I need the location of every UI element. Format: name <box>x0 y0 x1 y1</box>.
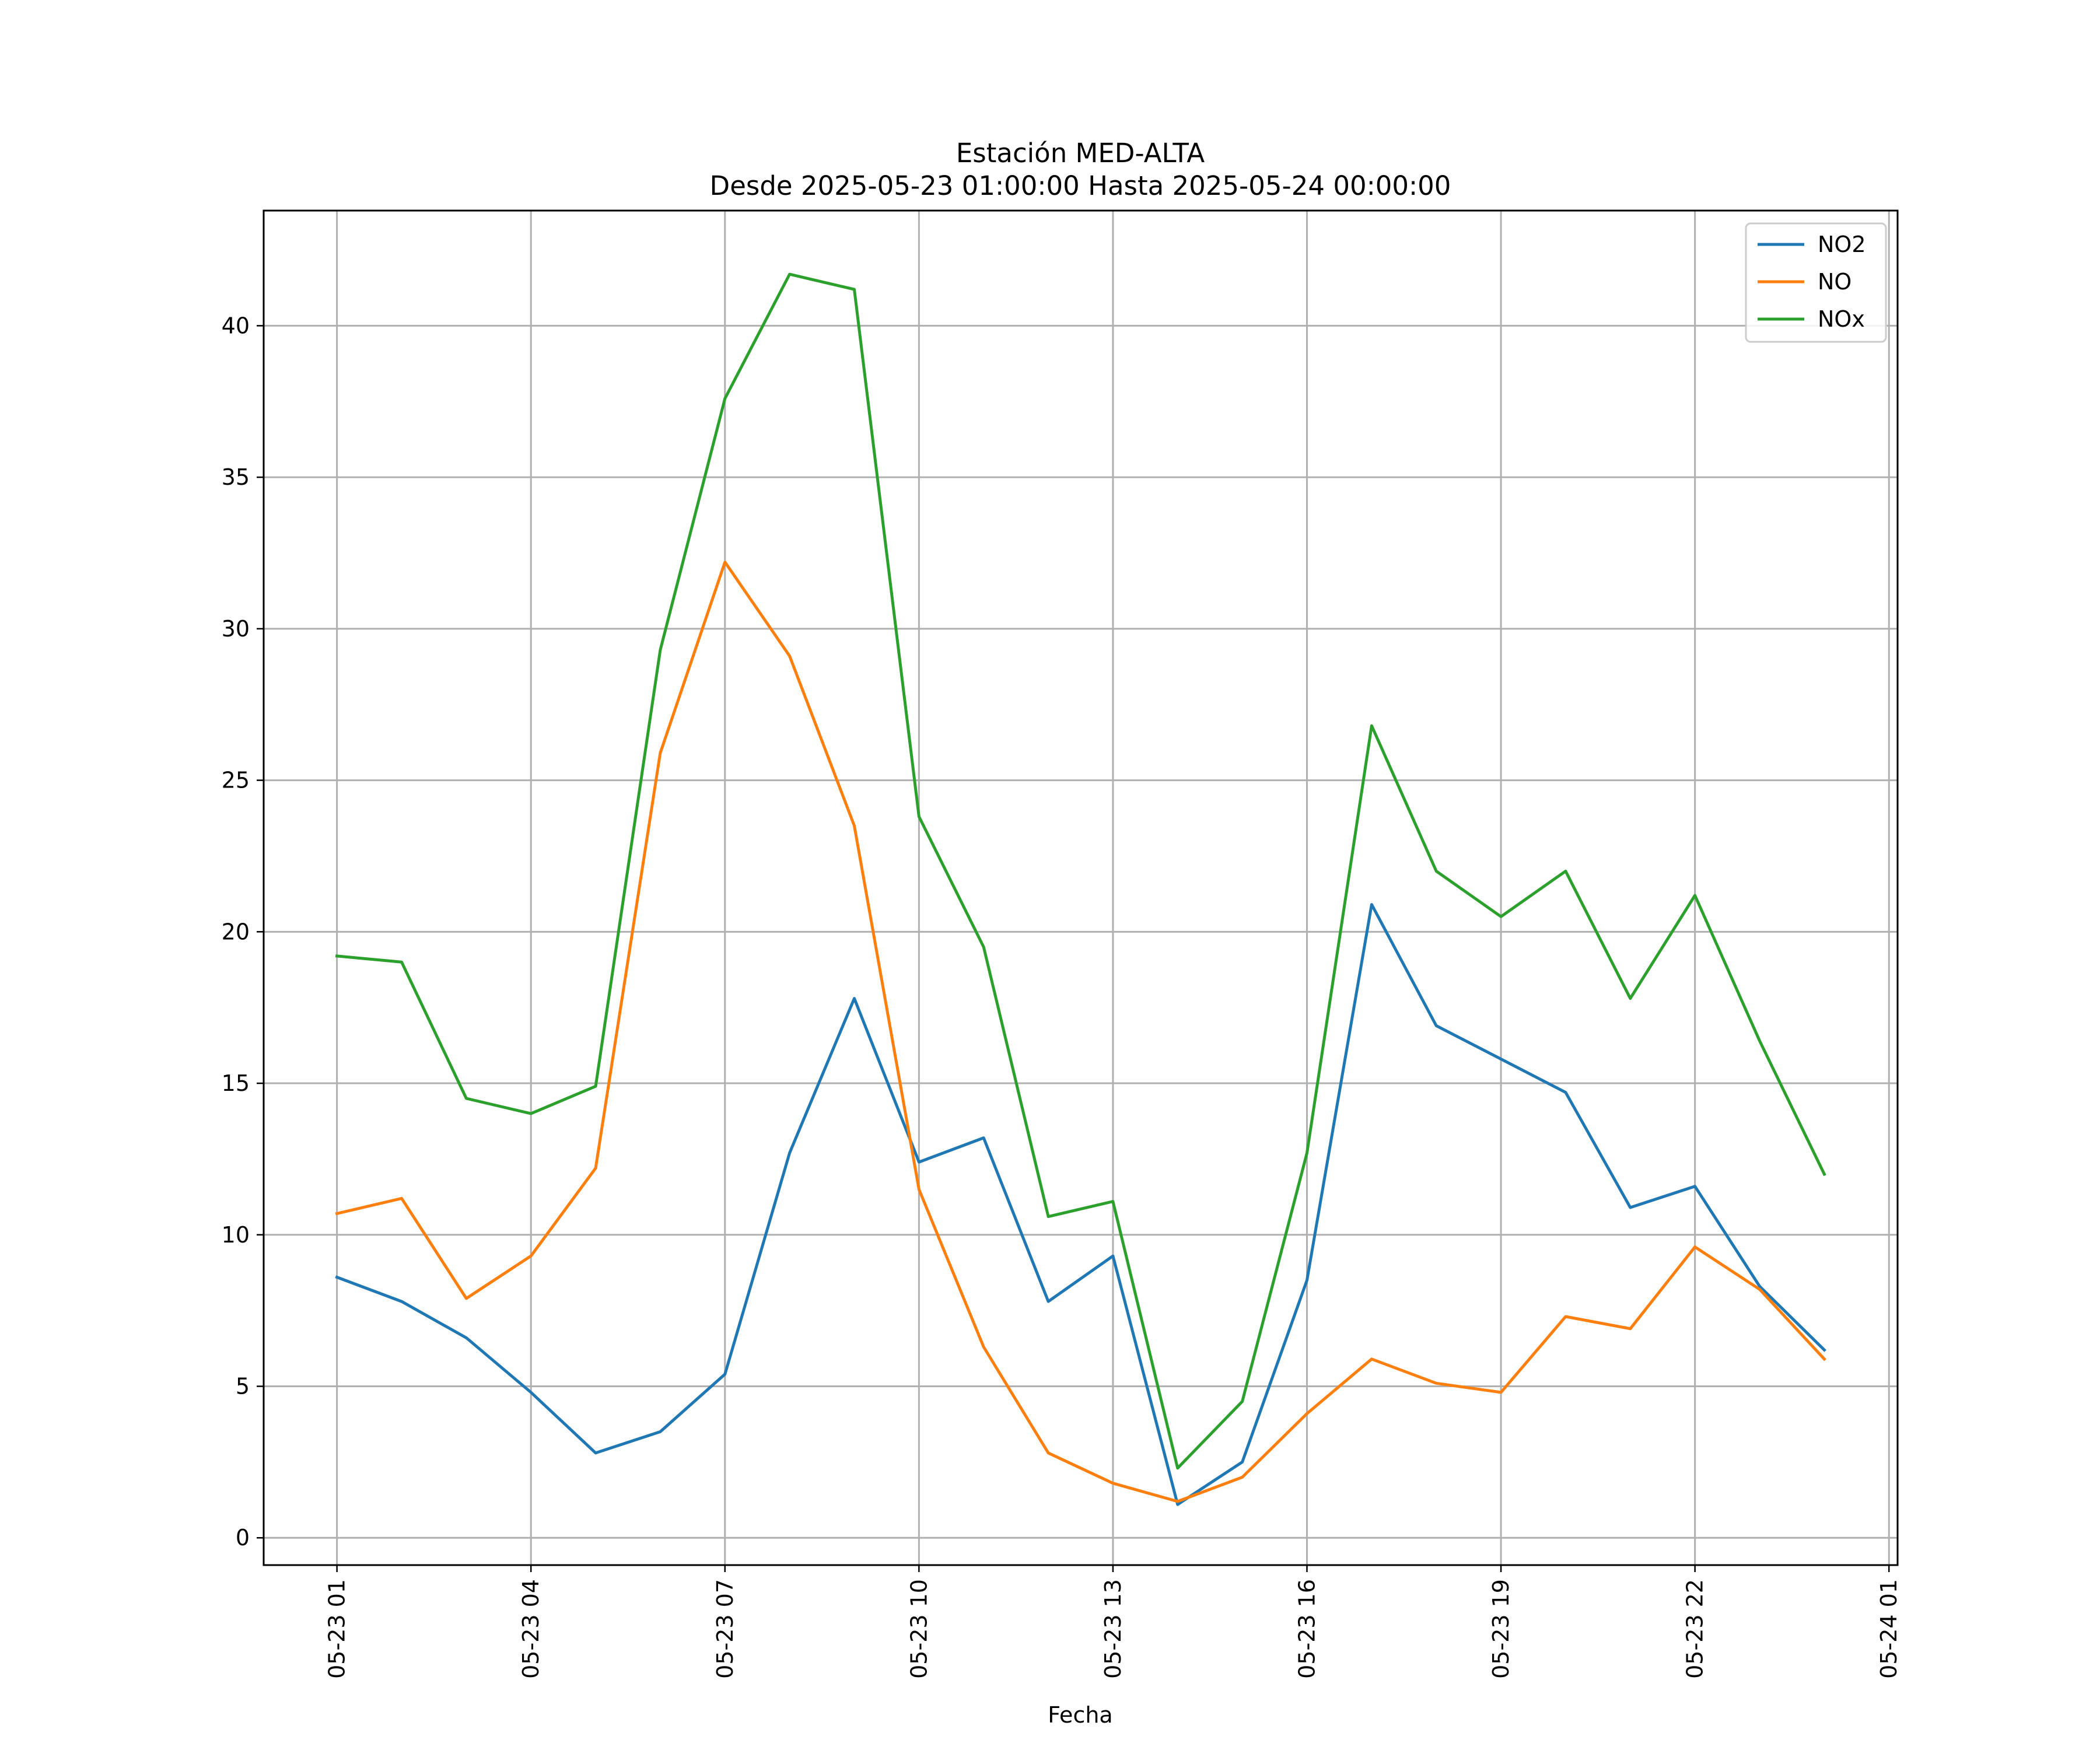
series-line-nox <box>335 272 1826 1470</box>
plot-frame <box>262 209 1899 1566</box>
grid-lines <box>264 211 1898 1565</box>
legend-label-no2: NO2 <box>1818 232 1866 257</box>
y-tick-label: 5 <box>236 1374 250 1399</box>
x-tick-label: 05-23 19 <box>1488 1579 1514 1679</box>
chart-subtitle: Desde 2025-05-23 01:00:00 Hasta 2025-05-… <box>710 170 1451 201</box>
x-tick-label: 05-23 01 <box>324 1579 350 1679</box>
x-tick-label: 05-23 22 <box>1682 1579 1708 1679</box>
x-tick-label: 05-23 10 <box>906 1579 932 1679</box>
chart-title: Estación MED-ALTA <box>956 138 1205 169</box>
legend: NO2 NO NOx <box>1745 222 1887 343</box>
y-tick-label: 0 <box>236 1525 250 1550</box>
y-tick-label: 15 <box>222 1070 250 1096</box>
series-line-no <box>335 561 1826 1503</box>
x-tick-label: 05-23 04 <box>518 1579 544 1679</box>
y-tick-label: 20 <box>222 919 250 944</box>
y-tick-label: 40 <box>222 313 250 338</box>
series-layer <box>335 272 1826 1506</box>
x-tick-label: 05-23 07 <box>712 1579 738 1679</box>
x-axis-label: Fecha <box>1048 1702 1112 1728</box>
y-tick-label: 25 <box>222 768 250 793</box>
legend-label-no: NO <box>1818 269 1852 295</box>
x-tick-label: 05-23 16 <box>1294 1579 1320 1679</box>
x-tick-label: 05-23 13 <box>1100 1579 1126 1679</box>
y-tick-label: 35 <box>222 464 250 490</box>
legend-label-nox: NOx <box>1818 306 1865 332</box>
axes: 0 5 10 15 20 25 30 35 40 05-23 01 05-23 04 05-23 07… <box>222 209 1902 1679</box>
y-tick-label: 10 <box>222 1222 250 1248</box>
legend-box <box>1745 222 1887 343</box>
x-tick-label: 05-24 01 <box>1876 1579 1902 1679</box>
series-line-no2 <box>335 903 1826 1506</box>
y-tick-label: 30 <box>222 616 250 642</box>
